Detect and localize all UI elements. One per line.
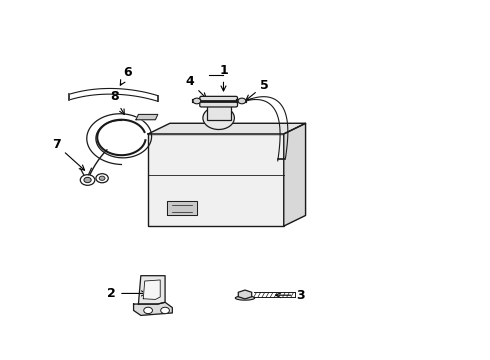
Polygon shape [238,290,252,299]
Text: 5: 5 [246,78,269,100]
Circle shape [238,98,246,104]
Polygon shape [284,123,306,226]
Polygon shape [138,276,165,304]
Polygon shape [148,123,306,134]
Text: 4: 4 [185,75,206,98]
Circle shape [80,175,95,185]
Text: 6: 6 [121,66,132,85]
Polygon shape [136,114,158,120]
Text: 1: 1 [219,64,228,91]
Circle shape [84,177,91,183]
FancyBboxPatch shape [200,96,238,107]
Polygon shape [148,134,284,226]
Ellipse shape [235,296,255,300]
Circle shape [99,176,105,180]
Circle shape [96,174,108,183]
Text: 3: 3 [276,289,305,302]
Text: 2: 2 [107,287,147,300]
Text: 7: 7 [51,138,85,170]
Circle shape [203,107,234,130]
Circle shape [193,98,201,104]
Polygon shape [143,280,160,300]
Text: 8: 8 [110,90,124,114]
Circle shape [161,307,170,314]
Bar [207,104,231,120]
Polygon shape [168,201,196,215]
Polygon shape [134,302,172,315]
Circle shape [144,307,152,314]
